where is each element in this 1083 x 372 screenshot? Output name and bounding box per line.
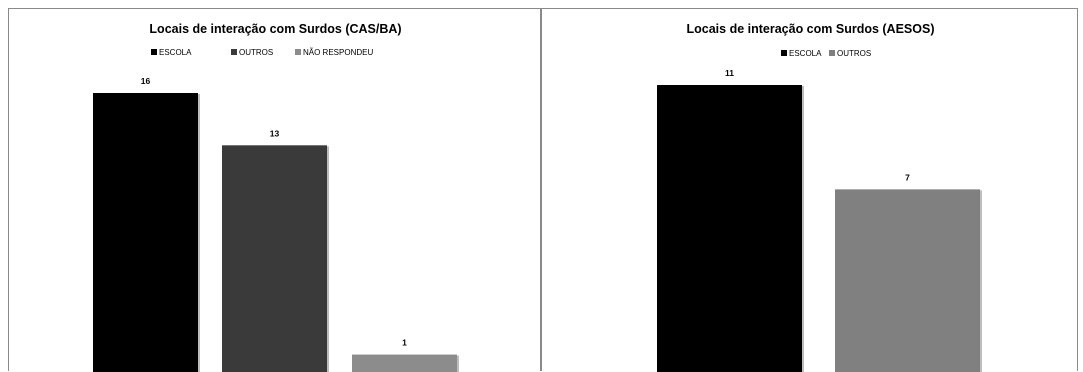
bar-nao-respondeu [352, 354, 457, 372]
bar-outros [222, 145, 327, 372]
legend-label-outros: OUTROS [239, 48, 273, 57]
chart-panel-aesos: Locais de interação com Surdos (AESOS) ES… [541, 8, 1078, 372]
legend-swatch-outros [829, 50, 835, 56]
bar-outros [835, 189, 980, 372]
legend-swatch-nao-respondeu [295, 49, 301, 55]
bar-shadow-escola [198, 94, 200, 372]
value-label-nao-respondeu: 1 [402, 338, 407, 348]
legend-swatch-escola [151, 49, 157, 55]
bar-escola [657, 85, 802, 372]
chart-cas-ba: Locais de interação com Surdos (CAS/BA) E… [93, 22, 459, 372]
legend-label-escola: ESCOLA [159, 48, 192, 57]
chart-title: Locais de interação com Surdos (AESOS) [687, 22, 935, 36]
legend-label-outros: OUTROS [837, 49, 871, 58]
chart-panel-cas-ba: Locais de interação com Surdos (CAS/BA) E… [8, 8, 541, 372]
chart-title: Locais de interação com Surdos (CAS/BA) [149, 22, 401, 36]
chart-aesos: Locais de interação com Surdos (AESOS) ES… [657, 22, 982, 372]
bar-shadow-outros [980, 190, 982, 372]
value-label-outros: 7 [905, 172, 910, 182]
bar-shadow-outros [327, 146, 329, 372]
legend-label-nao-respondeu: NÃO RESPONDEU [303, 48, 373, 57]
legend-swatch-escola [781, 50, 787, 56]
legend-swatch-outros [231, 49, 237, 55]
value-label-escola: 16 [141, 76, 151, 86]
bar-escola [93, 93, 198, 372]
bar-shadow-nao-respondeu [457, 355, 459, 372]
value-label-outros: 13 [270, 128, 280, 138]
bar-shadow-escola [802, 86, 804, 372]
value-label-escola: 11 [725, 68, 734, 78]
legend-label-escola: ESCOLA [789, 49, 822, 58]
